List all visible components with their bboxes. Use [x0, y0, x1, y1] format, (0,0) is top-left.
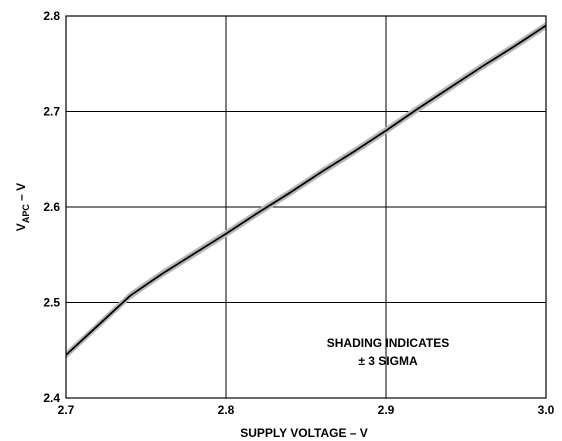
x-axis-label: SUPPLY VOLTAGE – V: [240, 426, 368, 440]
x-tick-label: 2.9: [378, 403, 395, 417]
x-tick-label: 2.8: [218, 403, 235, 417]
tick-labels: 2.7 2.8 2.9 3.0 2.4 2.5 2.6 2.7 2.8: [43, 9, 554, 417]
y-tick-label: 2.4: [43, 391, 60, 405]
annotation-line-2: ± 3 SIGMA: [358, 354, 418, 368]
y-tick-label: 2.6: [43, 200, 60, 214]
y-tick-label: 2.8: [43, 9, 60, 23]
y-axis-label-main: V: [14, 223, 28, 231]
series-line: [65, 24, 547, 356]
y-axis-label-sub: APC: [21, 204, 31, 224]
plot-area: [65, 15, 547, 399]
annotation-line-1: SHADING INDICATES: [327, 336, 449, 350]
y-tick-label: 2.5: [43, 296, 60, 310]
annotation: SHADING INDICATES ± 3 SIGMA: [327, 336, 449, 368]
x-tick-label: 2.7: [58, 403, 75, 417]
grid: [66, 16, 546, 398]
sigma-band: [66, 21, 546, 359]
y-axis-label: VAPC – V: [14, 183, 31, 231]
y-axis-label-suffix: – V: [14, 183, 28, 204]
x-tick-label: 3.0: [538, 403, 555, 417]
plot-frame: [65, 15, 547, 399]
y-tick-label: 2.7: [43, 105, 60, 119]
